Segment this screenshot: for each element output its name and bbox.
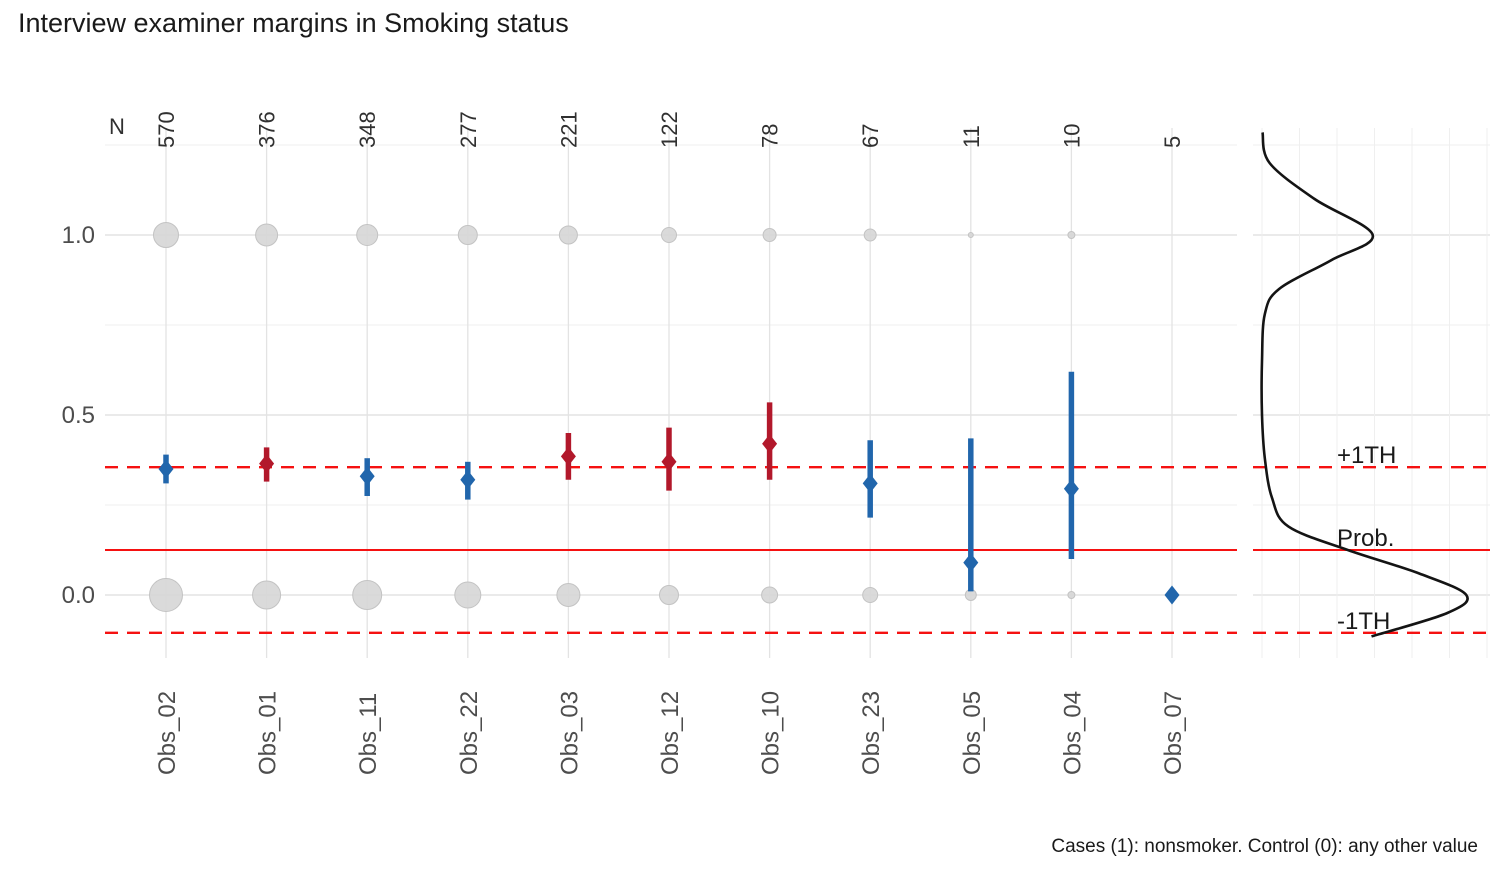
- bubble-controls: [149, 578, 183, 612]
- n-count-label: 277: [456, 111, 481, 148]
- bubble-controls: [862, 587, 879, 603]
- x-tick-label: Obs_05: [959, 691, 986, 775]
- n-count-label: 67: [858, 124, 883, 148]
- estimate-diamond-Obs_05: [963, 553, 979, 573]
- bubble-controls: [454, 581, 482, 609]
- bubble-cases: [153, 222, 179, 248]
- bubble-cases: [558, 225, 578, 245]
- refline-label-Prob.: Prob.: [1337, 525, 1394, 552]
- n-count-label: 348: [355, 111, 380, 148]
- n-count-label: 10: [1059, 124, 1084, 148]
- estimate-diamond-Obs_22: [460, 470, 476, 490]
- x-tick-label: Obs_03: [556, 691, 583, 775]
- bubble-controls: [252, 580, 282, 610]
- refline-label--1TH: -1TH: [1337, 608, 1390, 635]
- n-count-label: 122: [657, 111, 682, 148]
- n-count-label: 221: [556, 111, 581, 148]
- bubble-controls: [556, 583, 581, 607]
- x-tick-label: Obs_04: [1059, 691, 1086, 775]
- refline-label-+1TH: +1TH: [1337, 442, 1396, 469]
- n-count-label: 11: [959, 125, 984, 148]
- bubble-cases: [661, 227, 677, 243]
- estimate-diamond-Obs_23: [862, 473, 878, 493]
- x-tick-label: Obs_10: [758, 691, 785, 775]
- estimate-diamond-Obs_02: [158, 459, 174, 479]
- bubble-cases: [457, 225, 478, 245]
- y-tick-label: 0.5: [62, 402, 95, 429]
- x-tick-label: Obs_11: [355, 693, 382, 775]
- estimate-diamond-Obs_01: [259, 454, 275, 474]
- bubble-cases: [356, 224, 379, 246]
- n-count-label: 5: [1160, 136, 1185, 148]
- estimate-diamond-Obs_03: [560, 446, 576, 466]
- estimate-diamond-Obs_04: [1063, 479, 1079, 499]
- x-tick-label: Obs_23: [858, 691, 885, 775]
- bubble-controls: [1067, 591, 1076, 599]
- x-tick-label: Obs_22: [456, 691, 483, 775]
- bubble-cases: [1067, 231, 1076, 239]
- bubble-cases: [863, 228, 877, 242]
- n-count-label: 78: [758, 124, 783, 148]
- estimate-diamond-Obs_10: [762, 434, 778, 454]
- n-count-label: 570: [154, 111, 179, 148]
- estimate-diamond-Obs_11: [359, 466, 375, 486]
- bubble-cases: [255, 223, 279, 247]
- x-tick-label: Obs_07: [1160, 691, 1187, 775]
- estimate-diamond-Obs_12: [661, 452, 677, 472]
- bubble-cases: [762, 228, 777, 242]
- estimate-diamond-Obs_07: [1164, 585, 1180, 605]
- bubble-cases: [967, 232, 974, 238]
- y-tick-label: 0.0: [62, 582, 95, 609]
- chart-title: Interview examiner margins in Smoking st…: [18, 8, 569, 38]
- density-curve: [1260, 132, 1469, 638]
- x-tick-label: Obs_01: [255, 691, 282, 775]
- y-tick-label: 1.0: [62, 222, 95, 249]
- bubble-controls: [761, 586, 779, 604]
- bubble-controls: [659, 585, 679, 605]
- n-count-label: 376: [255, 111, 280, 148]
- chart-caption: Cases (1): nonsmoker. Control (0): any o…: [1051, 836, 1478, 857]
- x-tick-label: Obs_02: [154, 691, 181, 775]
- bubble-controls: [352, 580, 383, 610]
- x-tick-label: Obs_12: [657, 691, 684, 775]
- top-axis-n-label: N: [109, 114, 125, 139]
